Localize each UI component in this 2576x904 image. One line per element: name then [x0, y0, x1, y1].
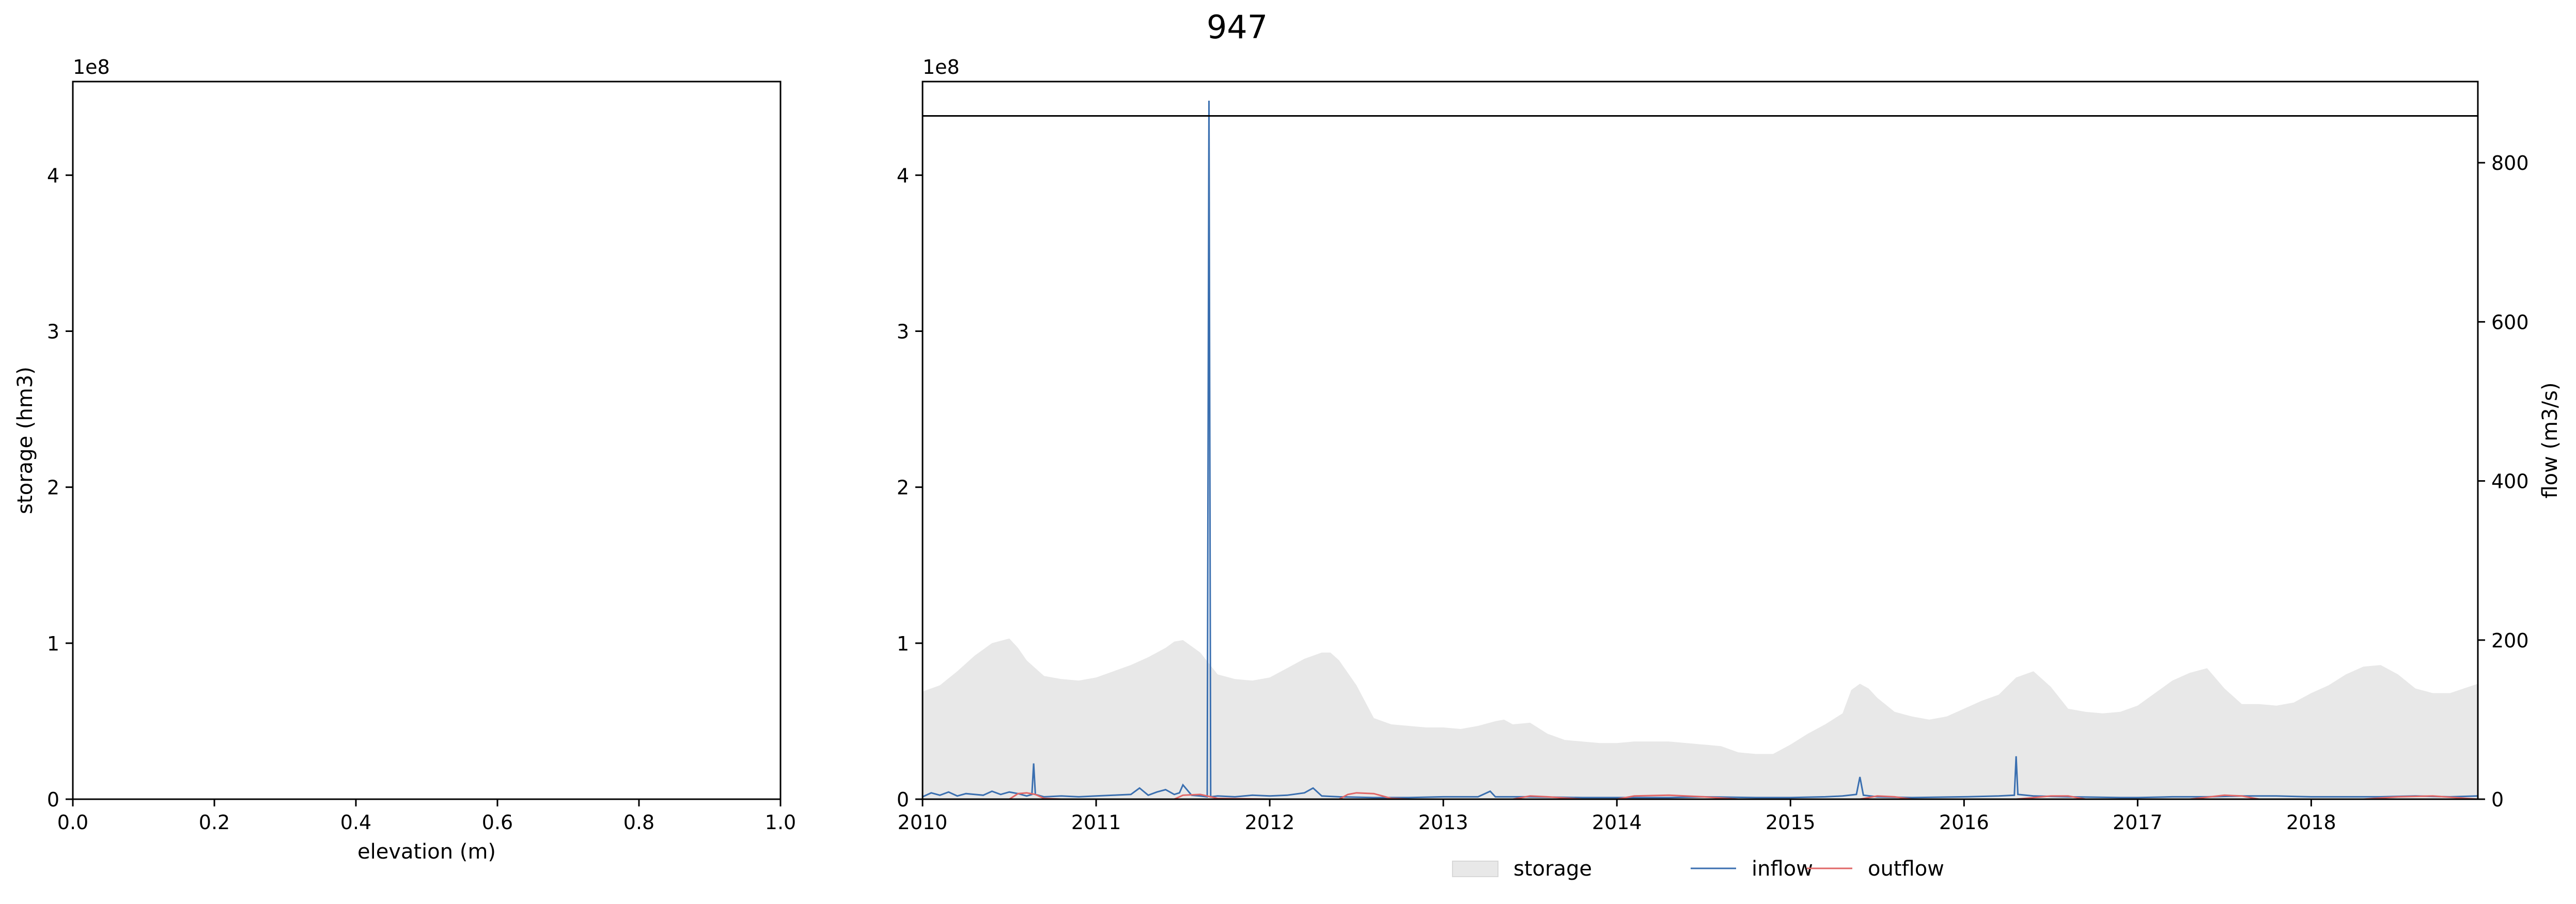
- right-left-y-tick-label: 1: [897, 632, 909, 655]
- left-x-tick-label: 0.2: [199, 811, 230, 834]
- right-right-y-tick-label: 400: [2491, 470, 2529, 493]
- right-x-tick-label: 2014: [1592, 811, 1642, 834]
- legend-label-outflow: outflow: [1868, 857, 1944, 881]
- left-y-axis-label: storage (hm3): [13, 367, 37, 514]
- right-chart: 2010 2011 2012 2013 2014 2015 2016 2017 2018 0 1 2…: [897, 56, 2562, 834]
- right-x-tick-label: 2015: [1766, 811, 1816, 834]
- right-y2-axis-label: flow (m3/s): [2538, 382, 2562, 498]
- left-y-ticks: 0 1 2 3 4: [47, 164, 73, 811]
- right-right-y-tick-label: 200: [2491, 629, 2529, 652]
- legend: storage inflow outflow: [1452, 857, 1944, 881]
- left-x-tick-label: 0.4: [340, 811, 371, 834]
- right-x-ticks: 2010 2011 2012 2013 2014 2015 2016 2017 2018: [898, 799, 2336, 834]
- left-y-tick-label: 1: [47, 632, 59, 655]
- inflow-line: [922, 100, 2478, 799]
- right-left-y-tick-label: 4: [897, 164, 909, 187]
- right-y-offset-label: 1e8: [923, 56, 960, 78]
- left-x-axis-label: elevation (m): [357, 840, 496, 864]
- left-y-tick-label: 0: [47, 788, 59, 811]
- right-right-y-tick-label: 0: [2491, 788, 2504, 811]
- right-right-y-tick-label: 800: [2491, 152, 2529, 175]
- right-plot-frame: [922, 81, 2479, 800]
- left-x-tick-label: 0.8: [623, 811, 654, 834]
- right-x-tick-label: 2013: [1418, 811, 1469, 834]
- right-right-y-ticks: 0 200 400 600 800: [2478, 152, 2529, 811]
- right-left-y-ticks: 0 1 2 3 4: [897, 164, 923, 811]
- left-y-tick-label: 3: [47, 320, 59, 343]
- right-left-y-tick-label: 3: [897, 320, 909, 343]
- right-x-tick-label: 2018: [2286, 811, 2336, 834]
- figure-title: 947: [1207, 8, 1268, 46]
- left-x-tick-label: 0.0: [57, 811, 88, 834]
- right-x-tick-label: 2016: [1939, 811, 1989, 834]
- storage-area: [923, 638, 2478, 799]
- right-x-tick-label: 2012: [1245, 811, 1295, 834]
- right-left-y-tick-label: 0: [897, 788, 909, 811]
- right-x-tick-label: 2011: [1071, 811, 1121, 834]
- left-y-tick-label: 2: [47, 477, 59, 499]
- left-x-tick-label: 0.6: [482, 811, 513, 834]
- left-plot-frame: [72, 81, 782, 800]
- left-y-tick-label: 4: [47, 164, 59, 187]
- left-x-tick-label: 1.0: [765, 811, 796, 834]
- right-left-y-tick-label: 2: [897, 477, 909, 499]
- legend-label-storage: storage: [1513, 857, 1592, 881]
- legend-label-inflow: inflow: [1752, 857, 1813, 881]
- right-x-tick-label: 2017: [2113, 811, 2163, 834]
- legend-swatch-storage: [1452, 861, 1498, 877]
- left-y-offset-label: 1e8: [73, 56, 110, 78]
- right-right-y-tick-label: 600: [2491, 311, 2529, 334]
- left-x-ticks: 0.0 0.2 0.4 0.6 0.8 1.0: [57, 799, 796, 834]
- right-x-tick-label: 2010: [898, 811, 948, 834]
- left-chart: 0.0 0.2 0.4 0.6 0.8 1.0 0 1 2 3 4 1e8 elevation (…: [13, 56, 796, 864]
